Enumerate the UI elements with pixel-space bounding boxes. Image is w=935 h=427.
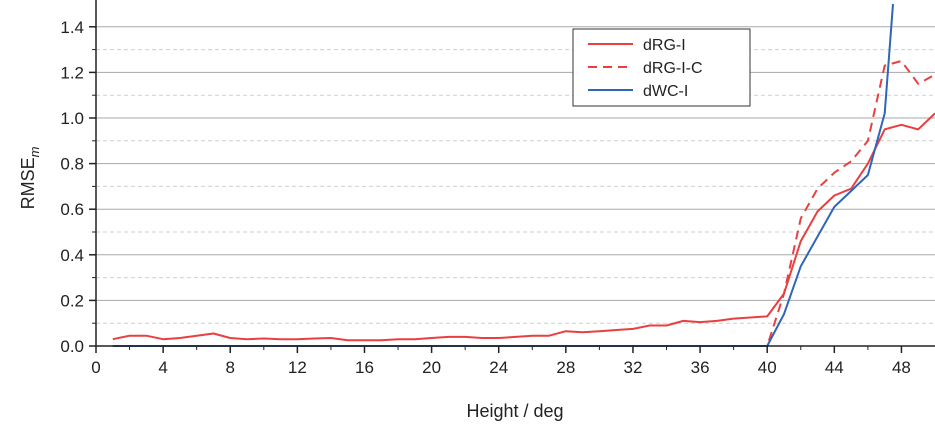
x-tick-label: 0: [91, 358, 100, 377]
y-axis-ticks: 0.0 0.2 0.4 0.6 0.8 1.0 1.2 1.4: [60, 18, 96, 356]
x-tick-label: 20: [422, 358, 441, 377]
x-axis-title: Height / deg: [466, 401, 563, 421]
x-tick-label: 44: [825, 358, 844, 377]
series-line-dwc-i: [112, 3, 894, 347]
x-tick-label: 8: [226, 358, 235, 377]
y-axis-title: RMSEm: [18, 146, 42, 209]
x-tick-label: 4: [158, 358, 167, 377]
x-tick-label: 16: [355, 358, 374, 377]
grid: [96, 26, 935, 324]
x-tick-label: 48: [892, 358, 911, 377]
legend-label-drg-i: dRG-I: [643, 37, 686, 54]
legend-label-drg-i-c: dRG-I-C: [643, 60, 703, 77]
x-tick-label: 32: [623, 358, 642, 377]
x-axis-ticks: 0 4 8 12 16 20 24 28 32 36 40 44 48: [91, 346, 911, 377]
y-tick-label: 0.2: [60, 291, 84, 310]
legend-label-dwc-i: dWC-I: [643, 83, 688, 100]
x-tick-label: 28: [556, 358, 575, 377]
x-tick-label: 24: [489, 358, 508, 377]
y-tick-label: 0.4: [60, 246, 84, 265]
y-tick-label: 1.0: [60, 109, 84, 128]
y-tick-label: 1.4: [60, 18, 84, 37]
legend: dRG-I dRG-I-C dWC-I: [572, 28, 751, 107]
y-axis-title-subscript: m: [27, 146, 42, 157]
y-tick-label: 0.8: [60, 155, 84, 174]
legend-box: [572, 28, 751, 107]
x-tick-label: 40: [758, 358, 777, 377]
axes: [95, 0, 935, 347]
y-tick-label: 0.0: [60, 337, 84, 356]
series-line-drg-i: [112, 112, 935, 342]
x-tick-label: 36: [691, 358, 710, 377]
series-line-drg-i-c: [112, 60, 935, 347]
series-layer: [112, 3, 935, 347]
y-axis-title-main: RMSE: [18, 157, 38, 209]
x-tick-label: 12: [288, 358, 307, 377]
y-tick-label: 1.2: [60, 63, 84, 82]
y-tick-label: 0.6: [60, 200, 84, 219]
